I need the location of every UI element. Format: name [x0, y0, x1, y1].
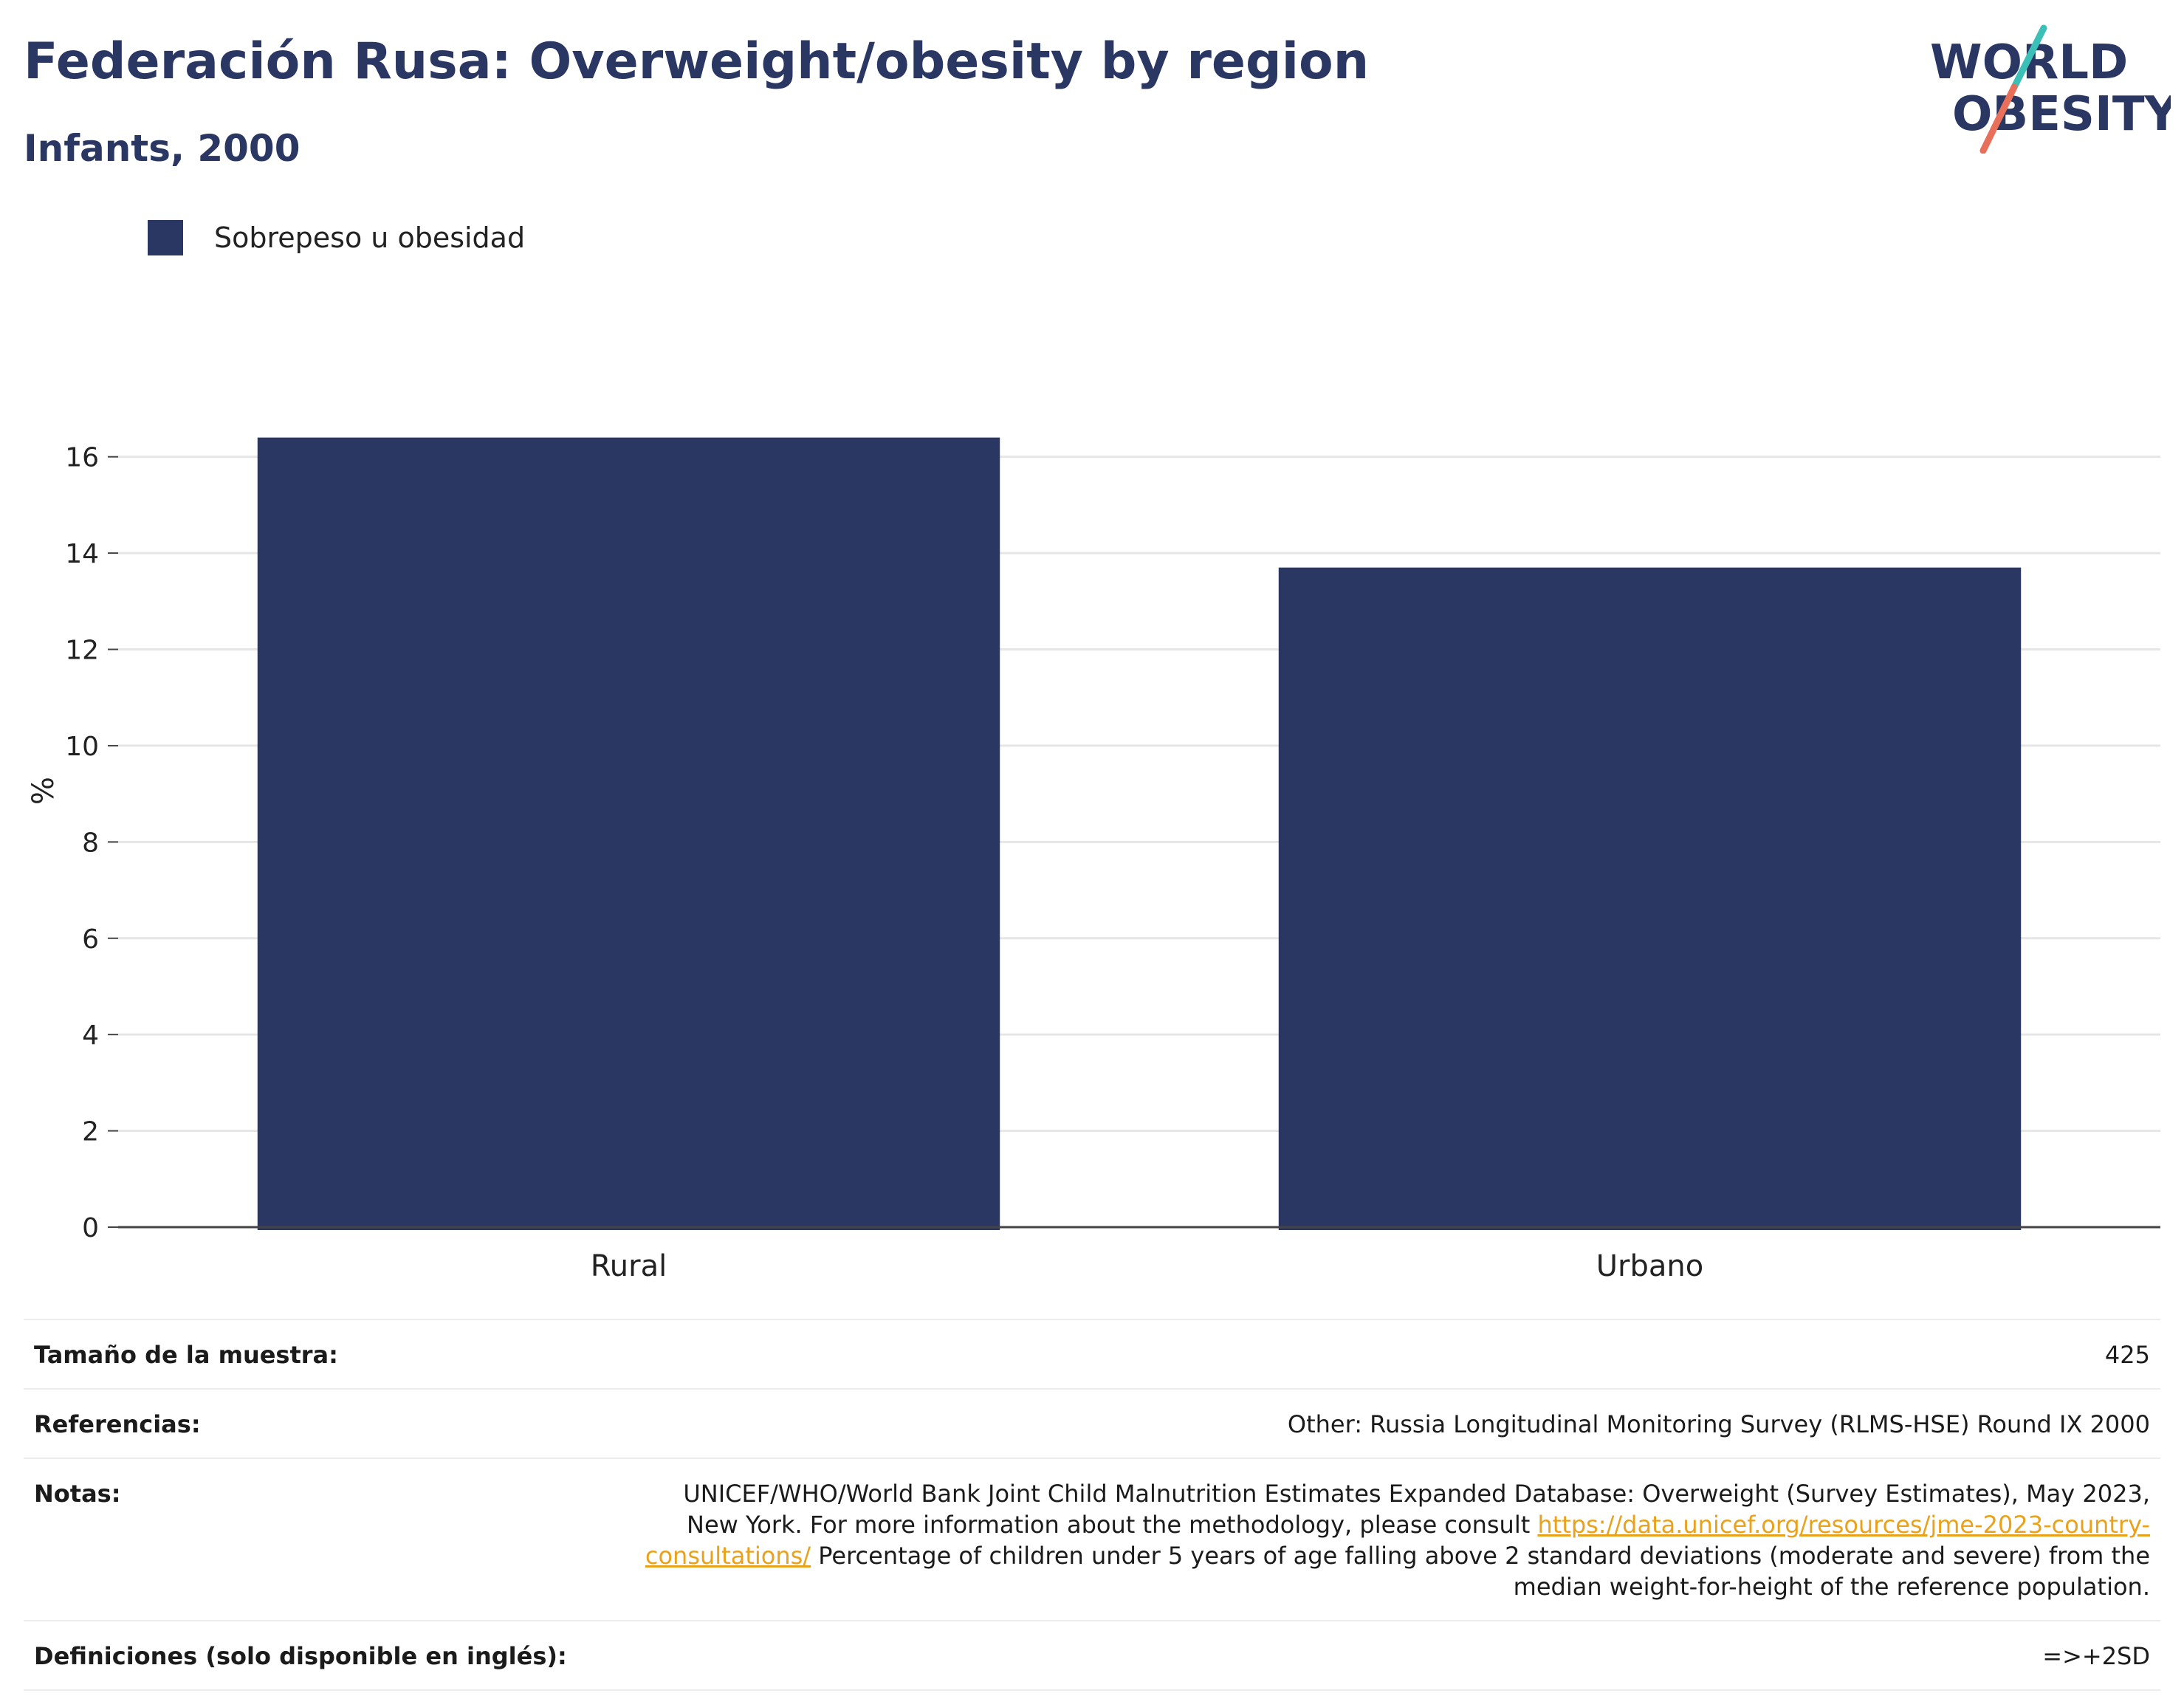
x-tick-label: Rural [591, 1249, 667, 1283]
y-tick-label: 8 [82, 828, 99, 858]
y-tick-label: 2 [82, 1117, 99, 1147]
metadata-table: Tamaño de la muestra: 425 Referencias: O… [24, 1319, 2160, 1691]
bar-urbano [1278, 567, 2022, 1230]
chart-legend: Sobrepeso u obesidad [148, 219, 525, 257]
notes-text-2: Percentage of children under 5 years of … [811, 1542, 2150, 1601]
y-tick-label: 4 [82, 1020, 99, 1051]
definitions-value: =>+2SD [2042, 1642, 2150, 1670]
legend-swatch [148, 220, 183, 255]
chart-subtitle: Infants, 2000 [24, 127, 301, 170]
logo-slash-top [2010, 24, 2047, 91]
chart-title: Federación Rusa: Overweight/obesity by r… [24, 32, 1370, 91]
notes-value: UNICEF/WHO/World Bank Joint Child Malnut… [629, 1478, 2150, 1602]
world-obesity-logo: WORLD OBESITY [1930, 24, 2171, 154]
logo-slash-bottom [1979, 83, 2018, 154]
y-axis-label: % [27, 777, 61, 805]
sample-size-row: Tamaño de la muestra: 425 [24, 1319, 2160, 1388]
notes-label: Notas: [34, 1480, 121, 1508]
legend-label: Sobrepeso u obesidad [214, 222, 526, 254]
references-row: Referencias: Other: Russia Longitudinal … [24, 1388, 2160, 1458]
notes-link[interactable]: https://data.unicef.org/resources/jme-20… [645, 1511, 2150, 1570]
sample-size-label: Tamaño de la muestra: [34, 1341, 338, 1369]
y-tick-label: 14 [65, 539, 99, 569]
bar-chart: 0 2 4 6 8 10 12 14 16% Rural Urbano [27, 437, 2160, 1283]
notes-row: Notas: UNICEF/WHO/World Bank Joint Child… [24, 1458, 2160, 1620]
y-tick-label: 0 [82, 1213, 99, 1243]
y-tick-label: 16 [65, 443, 99, 473]
notes-text-1: UNICEF/WHO/World Bank Joint Child Malnut… [683, 1480, 2150, 1539]
y-tick-label: 10 [65, 732, 99, 762]
references-value: Other: Russia Longitudinal Monitoring Su… [1287, 1410, 2150, 1438]
definitions-label: Definiciones (solo disponible en inglés)… [34, 1642, 567, 1670]
references-label: Referencias: [34, 1410, 201, 1438]
y-tick-label: 6 [82, 924, 99, 955]
bar-rural [257, 437, 1000, 1231]
x-tick-label: Urbano [1596, 1249, 1703, 1283]
sample-size-value: 425 [2104, 1341, 2150, 1369]
y-tick-label: 12 [65, 636, 99, 666]
definitions-row: Definiciones (solo disponible en inglés)… [24, 1620, 2160, 1691]
